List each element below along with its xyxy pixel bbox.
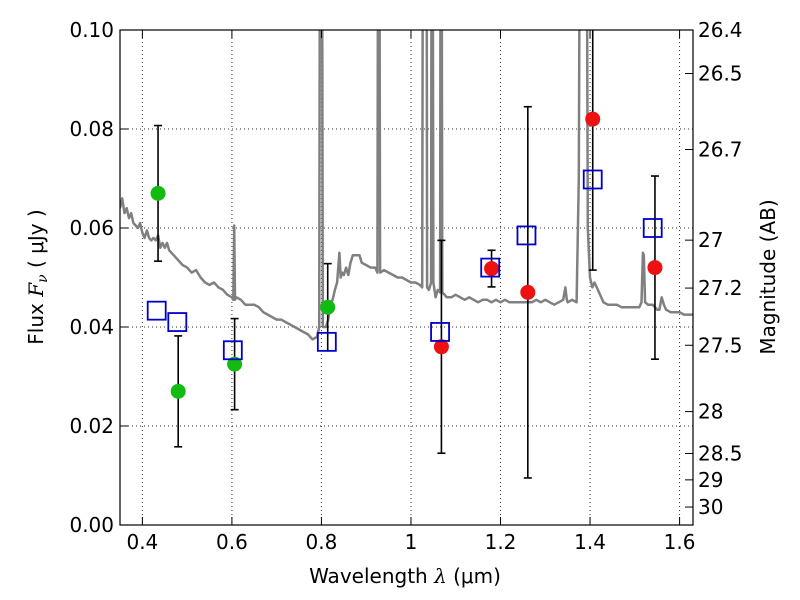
data-point (170, 383, 186, 399)
x-tick-label: 0.6 (216, 530, 248, 554)
data-point (320, 299, 336, 315)
data-point (484, 261, 500, 277)
model-point (516, 225, 537, 246)
y2-tick-label: 28.5 (698, 441, 743, 465)
y-tick-label: 0.08 (69, 117, 114, 141)
x-tick-label: 1.6 (664, 530, 696, 554)
data-point (520, 284, 536, 300)
model-point (582, 169, 603, 190)
y-axis-title: Flux Fν ( μJy ) (24, 209, 51, 344)
y-tick-label: 0.02 (69, 414, 114, 438)
error-bars (154, 30, 659, 479)
model-point (167, 312, 188, 332)
x-tick-label: 1.2 (485, 530, 517, 554)
x-tick-label: 0.4 (126, 530, 158, 554)
y2-tick-label: 26.7 (698, 138, 743, 162)
axis-ticks: 0.4 0.6 0.8 1 1.2 1.4 1.6 0.00 0.02 0.04 0.06 0.08 0… (69, 18, 742, 554)
y2-tick-label: 27.5 (698, 333, 743, 357)
data-point (433, 339, 449, 355)
data-markers (146, 111, 663, 399)
x-tick-label: 1 (405, 530, 418, 554)
y2-tick-label: 27.2 (698, 276, 743, 300)
y2-tick-label: 30 (698, 495, 723, 519)
x-axis-title: Wavelength λ (μm) (309, 564, 501, 588)
data-point (150, 185, 166, 201)
y2-tick-label: 28 (698, 400, 723, 424)
y2-axis-title: Magnitude (AB) (756, 199, 780, 354)
y2-tick-label: 27 (698, 228, 723, 252)
y-tick-label: 0.06 (69, 216, 114, 240)
y2-tick-label: 26.4 (698, 18, 743, 42)
data-point (585, 111, 601, 127)
data-point (647, 260, 663, 276)
y-tick-label: 0.04 (69, 315, 114, 339)
y2-tick-label: 29 (698, 468, 723, 492)
data-point (227, 356, 243, 372)
plot-frame (119, 29, 694, 526)
model-point (222, 340, 243, 361)
x-tick-label: 0.8 (306, 530, 338, 554)
model-point (430, 322, 450, 342)
model-point (316, 331, 337, 352)
spectrum-line (120, 30, 693, 341)
template-spectrum (120, 30, 693, 341)
y2-tick-label: 26.5 (698, 62, 743, 86)
y-tick-label: 0.00 (69, 513, 114, 537)
model-point (146, 300, 167, 321)
grid (120, 29, 693, 526)
model-point (642, 218, 663, 238)
x-tick-label: 1.4 (574, 530, 606, 554)
y-tick-label: 0.10 (69, 18, 114, 42)
model-point (480, 257, 501, 278)
